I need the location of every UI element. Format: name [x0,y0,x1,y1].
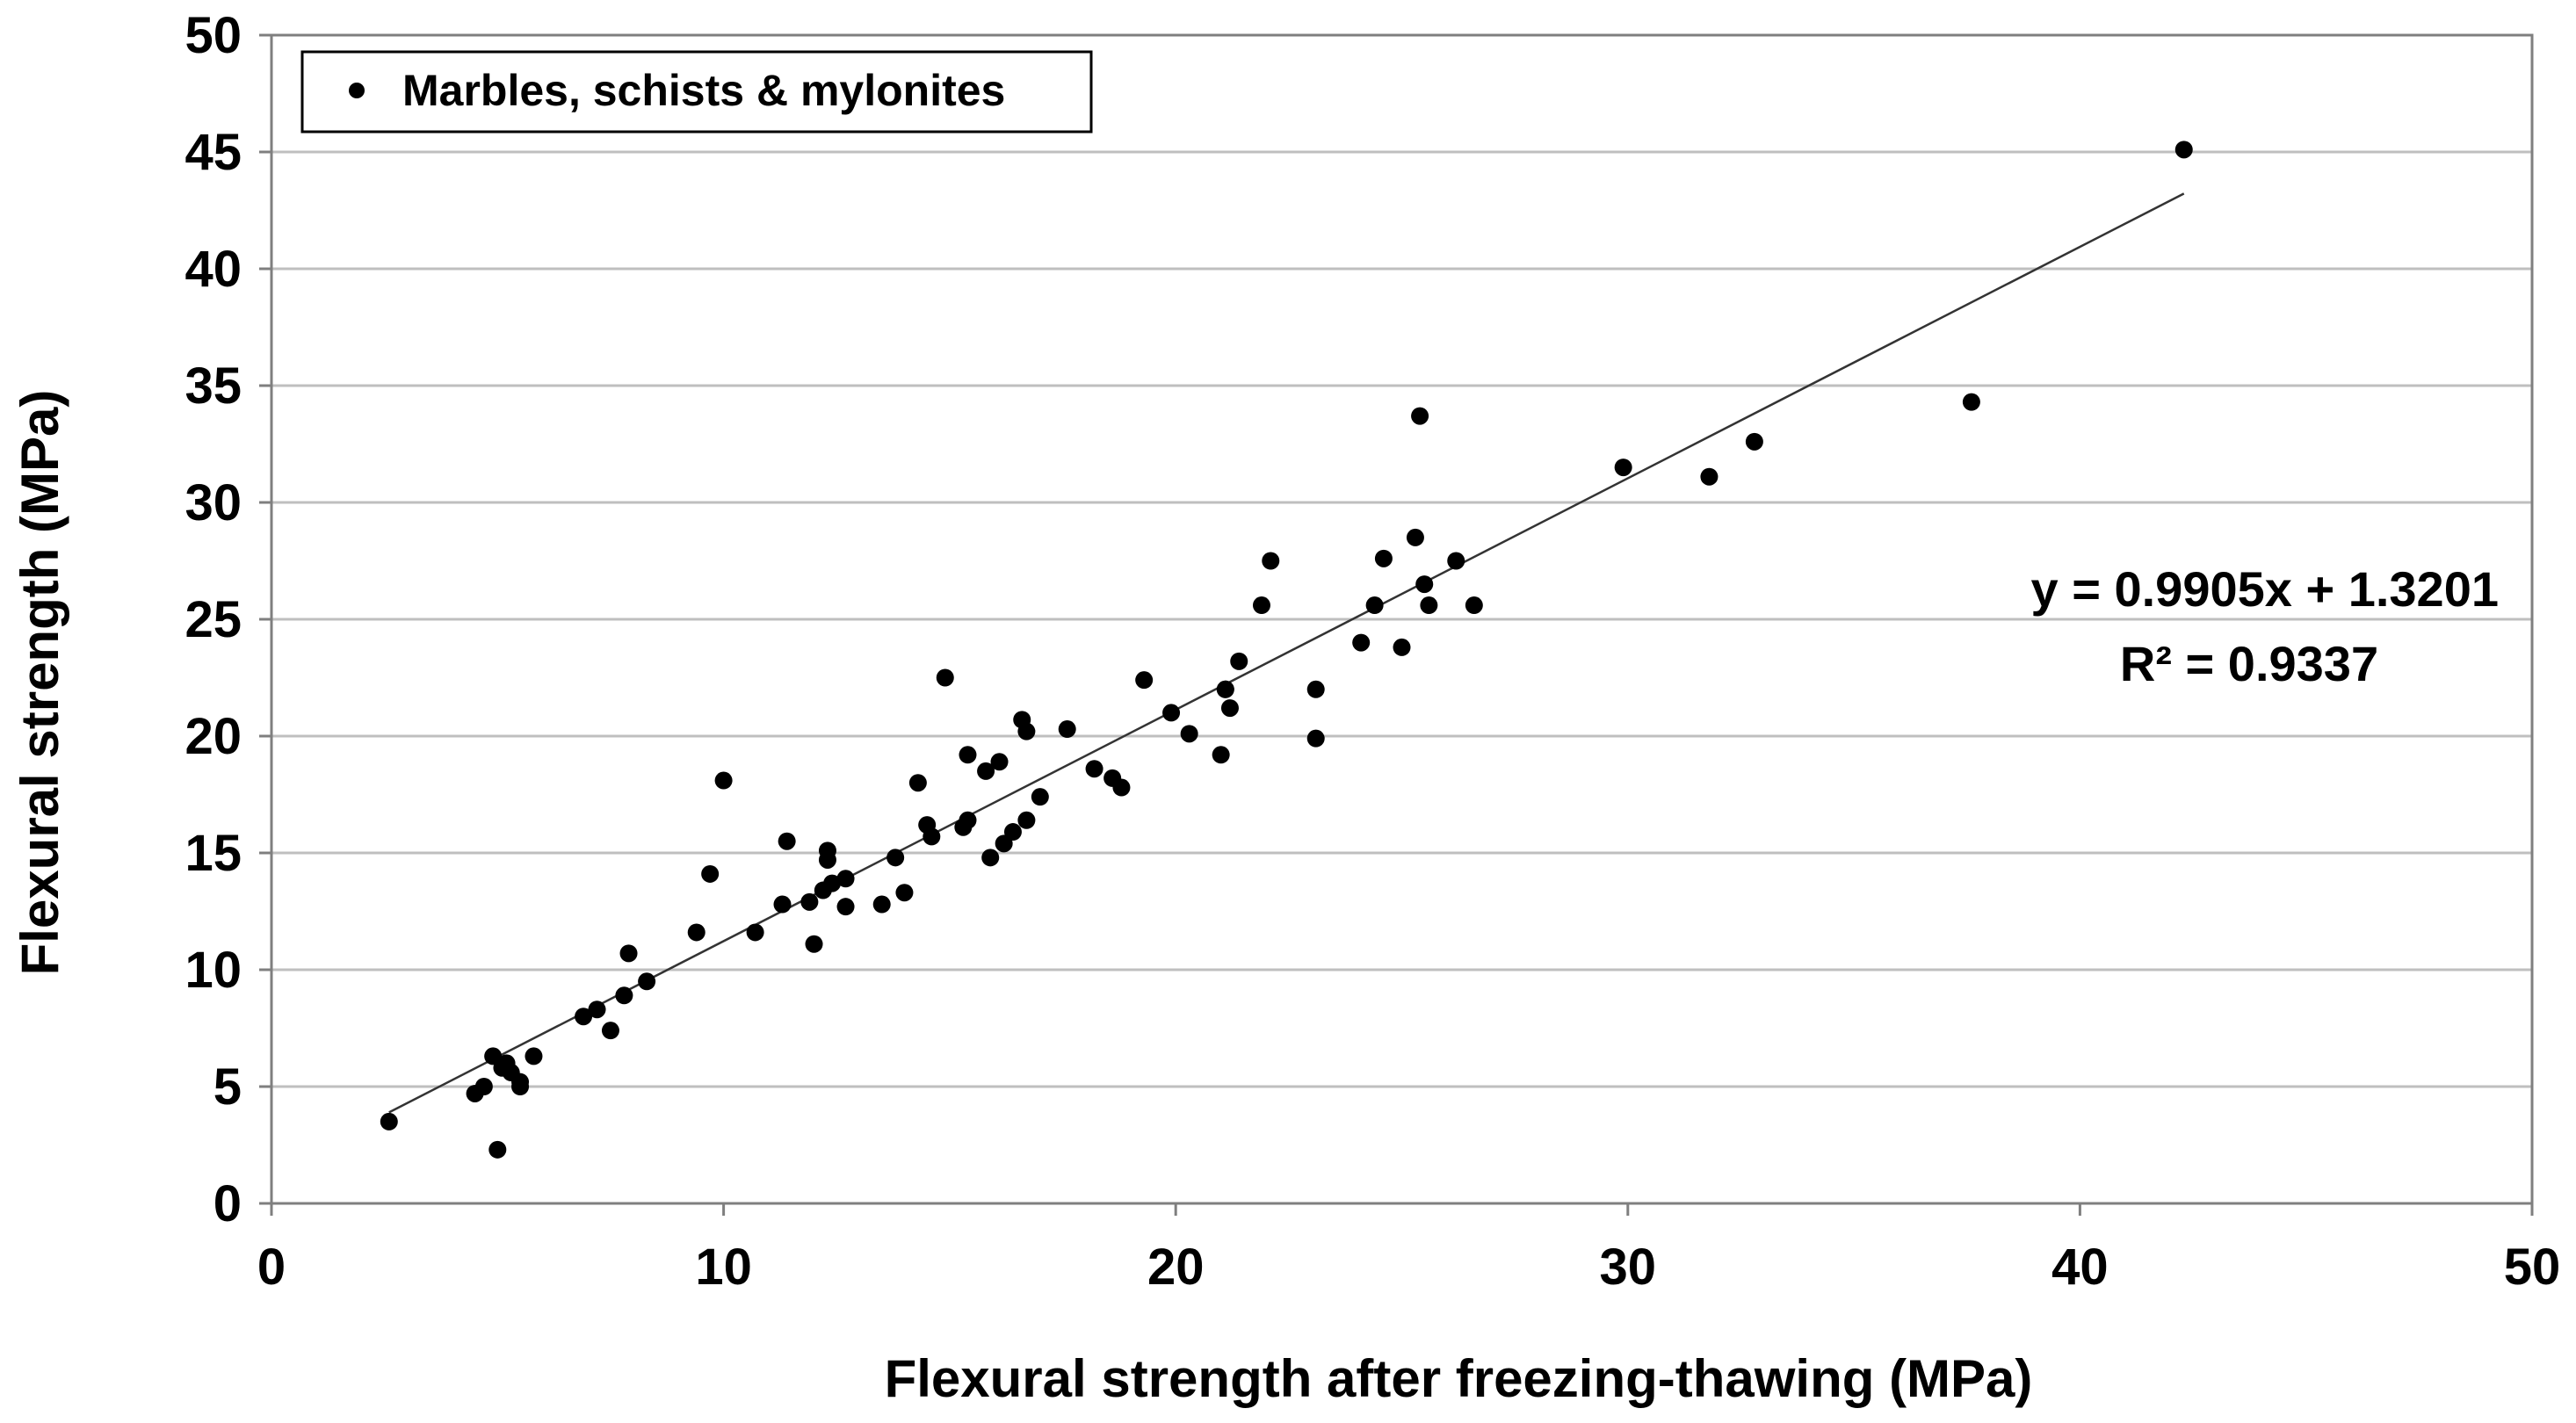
y-axis-title: Flexural strength (MPa) [11,390,69,976]
data-point [805,935,823,953]
y-tick-label: 5 [213,1058,242,1116]
data-point [575,1008,593,1026]
data-point [908,774,927,792]
data-points [380,141,2193,1159]
data-point [773,895,792,914]
data-point [1220,699,1239,718]
data-point [588,1000,606,1019]
data-point [474,1078,493,1095]
data-point [601,1022,619,1040]
y-tick-label: 25 [185,591,242,648]
data-point [818,850,836,869]
data-point [1003,823,1022,842]
data-point [981,849,1000,867]
legend: Marbles, schists & mylonites [300,50,1093,134]
data-point [1135,671,1154,690]
legend-box [300,50,1093,134]
y-tick-label: 40 [185,241,242,298]
data-point [1700,467,1719,486]
y-tick-label: 10 [185,942,242,999]
y-tick-label: 30 [185,474,242,531]
y-tick-label: 15 [185,825,242,882]
data-point [511,1073,530,1091]
data-point [959,746,977,764]
data-point [1352,633,1371,652]
y-tick-label: 0 [213,1175,242,1232]
data-point [1365,596,1384,615]
data-point [1031,788,1049,806]
data-point [778,832,796,850]
data-point [1962,393,1980,411]
data-point [977,762,995,780]
data-point [1614,459,1632,477]
y-tick-label: 20 [185,708,242,765]
data-point [488,1140,507,1159]
data-point [886,849,905,867]
data-point [872,895,891,914]
x-tick-label: 40 [2051,1239,2109,1296]
trendline [388,192,2185,1114]
data-point [380,1112,398,1130]
data-point [1374,549,1393,567]
data-point [923,827,941,846]
data-point [1393,638,1411,656]
data-point [990,753,1009,771]
legend-marker [349,83,365,98]
data-point [1085,760,1103,778]
data-point [1306,680,1325,698]
x-tick-label: 50 [2504,1239,2561,1296]
data-point [1262,552,1280,570]
data-point [823,874,842,892]
data-point [836,870,855,888]
data-point [1411,407,1429,425]
data-point [1216,680,1234,698]
gridlines [271,150,2532,1088]
x-tick-label: 20 [1147,1239,1205,1296]
data-point [1230,652,1248,670]
r-squared-label: R² = 0.9337 [2120,636,2378,691]
axis-ticks: 0 5 10 15 20 25 30 35 40 45 50 0 10 20 30 40 50 [185,7,2560,1296]
data-point [1017,722,1036,740]
data-point [1058,720,1076,739]
data-point [1745,432,1763,451]
data-point [800,892,819,911]
data-point [959,811,977,829]
legend-label: Marbles, schists & mylonites [402,66,1005,115]
trendline-equation: y = 0.9905x + 1.3201 [2031,561,2500,617]
data-point [615,986,633,1005]
data-point [1415,575,1434,594]
data-point [619,944,638,963]
x-tick-label: 0 [257,1239,286,1296]
data-point [1406,528,1424,546]
x-axis-title: Flexural strength after freezing-thawing… [885,1349,2033,1408]
data-point [701,864,720,883]
data-point [1306,729,1325,748]
y-tick-label: 45 [185,124,242,181]
data-point [1212,746,1230,764]
trendline-group [388,192,2185,1114]
data-point [714,771,733,790]
data-point [1180,725,1198,743]
y-tick-label: 50 [185,7,242,64]
data-point [2174,141,2193,159]
data-point [1447,552,1465,570]
data-point [1252,596,1270,615]
data-point [936,668,954,687]
data-point [1420,596,1438,615]
data-point [1465,596,1483,615]
data-point [525,1047,543,1065]
data-point [836,898,855,916]
data-point [1112,778,1131,797]
data-point [638,972,656,991]
data-point [687,923,706,942]
x-tick-label: 30 [1600,1239,1657,1296]
data-point [895,884,914,902]
y-tick-label: 35 [185,358,242,415]
x-tick-label: 10 [695,1239,752,1296]
data-point [1017,811,1036,829]
data-point [1162,704,1181,722]
data-point [746,923,764,942]
